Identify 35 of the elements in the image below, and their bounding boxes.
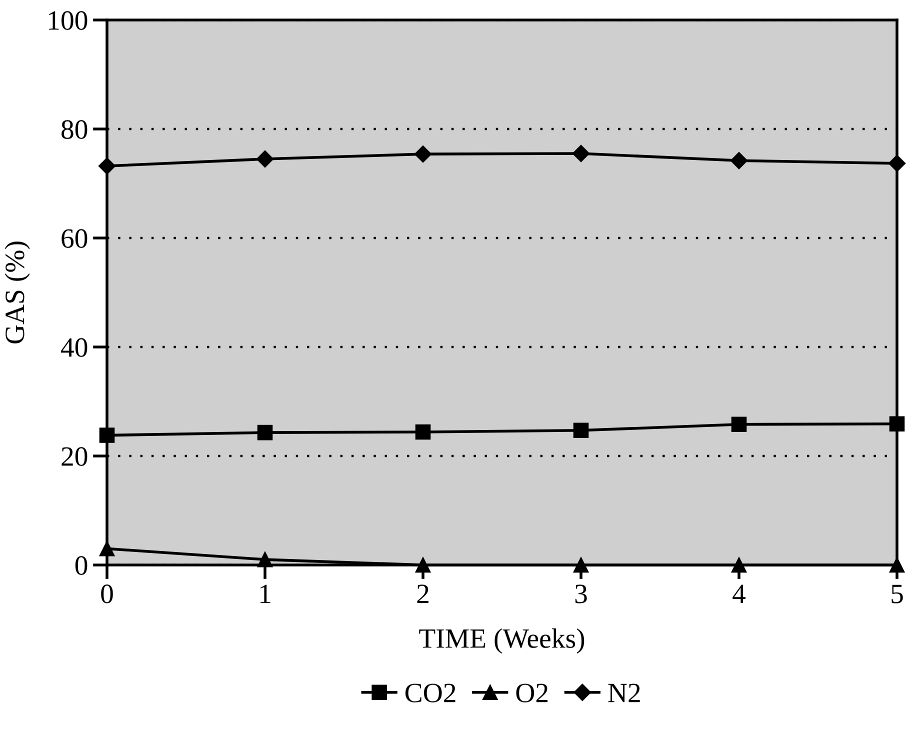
y-tick-label: 20 — [62, 447, 88, 466]
point — [257, 552, 273, 568]
point — [573, 557, 589, 573]
point — [415, 557, 431, 573]
point — [257, 424, 273, 440]
point — [98, 158, 116, 175]
point — [256, 150, 274, 168]
legend-label: O2 — [516, 684, 548, 702]
point — [889, 557, 905, 573]
y-axis-title: GAS (%) — [4, 242, 30, 344]
legend-label: CO2 — [405, 684, 456, 702]
point — [730, 152, 748, 170]
y-tick-label: 80 — [62, 120, 88, 139]
x-tick-label: 4 — [732, 584, 746, 604]
point — [572, 144, 590, 162]
legend-label: N2 — [608, 684, 640, 702]
point — [99, 428, 115, 443]
point — [888, 154, 906, 172]
point — [415, 424, 431, 440]
x-axis-title: TIME (Weeks) — [419, 628, 584, 654]
x-tick-label: 1 — [260, 584, 270, 604]
y-tick-label: 40 — [61, 338, 88, 357]
x-tick-label: 0 — [101, 584, 113, 604]
y-tick-label: 60 — [62, 229, 88, 248]
point — [731, 416, 747, 432]
x-tick-label: 3 — [575, 584, 587, 604]
point — [99, 541, 115, 556]
x-tick-label: 5 — [892, 584, 903, 604]
point — [731, 557, 747, 573]
y-tick-label: 100 — [49, 11, 88, 30]
point — [889, 416, 905, 432]
x-tick-label: 2 — [417, 584, 428, 604]
y-tick-label: 0 — [75, 556, 88, 575]
point — [573, 422, 589, 438]
point — [414, 146, 432, 163]
